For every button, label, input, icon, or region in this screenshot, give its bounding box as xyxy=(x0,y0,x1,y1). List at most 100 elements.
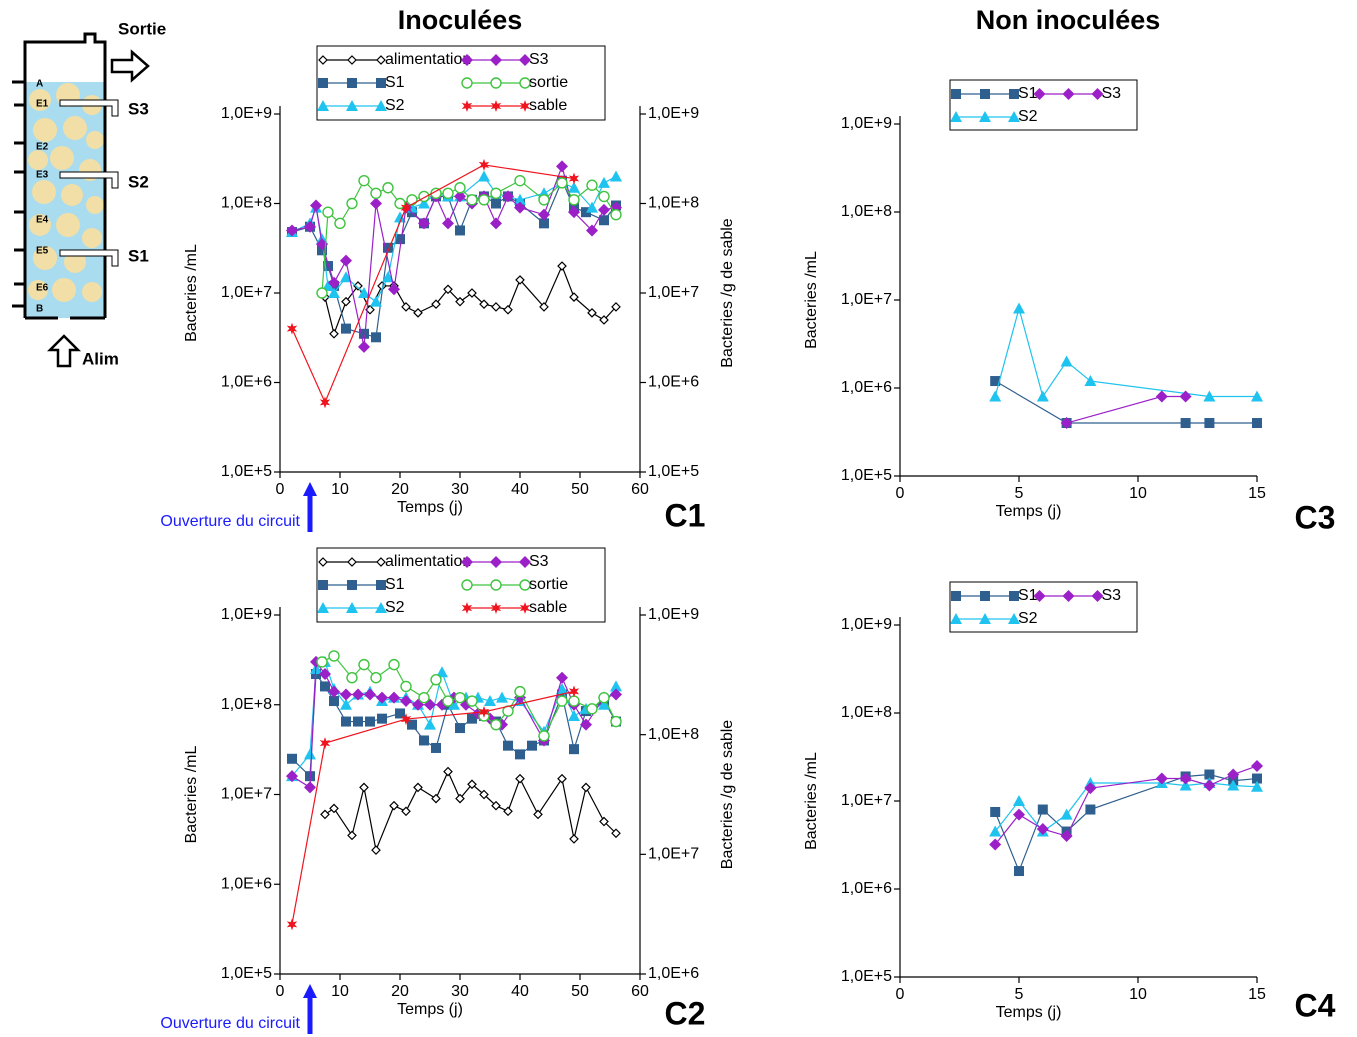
marker xyxy=(424,718,436,730)
marker xyxy=(443,284,453,295)
legend-label: S2 xyxy=(385,97,405,114)
legend-label: S1 xyxy=(385,74,405,91)
marker xyxy=(371,332,381,343)
y2-tick-label: 1,0E+7 xyxy=(648,284,699,301)
marker xyxy=(310,199,322,212)
annotation-text: Ouverture du circuit xyxy=(160,513,300,530)
marker xyxy=(610,170,622,182)
marker xyxy=(341,323,351,334)
legend-marker xyxy=(317,602,329,613)
marker xyxy=(455,793,465,804)
marker xyxy=(353,281,363,291)
legend-label: S2 xyxy=(1018,610,1038,627)
legend-marker xyxy=(951,591,961,601)
series-line xyxy=(994,765,1258,845)
marker xyxy=(490,217,502,230)
marker xyxy=(329,696,339,707)
legend-marker xyxy=(461,77,473,89)
y2-axis-label: Bacteries /g de sable xyxy=(719,720,736,870)
marker xyxy=(466,695,478,707)
marker xyxy=(569,834,579,844)
marker xyxy=(454,691,466,704)
marker xyxy=(341,296,351,307)
marker xyxy=(502,190,514,203)
marker xyxy=(556,695,568,707)
marker xyxy=(1179,779,1192,791)
marker xyxy=(340,271,352,283)
marker xyxy=(568,685,580,698)
legend-label: S1 xyxy=(1018,85,1038,102)
y-tick-label: 1,0E+6 xyxy=(221,374,272,391)
marker xyxy=(556,177,568,189)
marker xyxy=(1060,355,1073,367)
marker xyxy=(1014,866,1024,877)
marker xyxy=(328,650,340,662)
x-tick-label: 15 xyxy=(1248,485,1266,502)
legend-label: S3 xyxy=(1102,85,1122,102)
marker xyxy=(1179,772,1192,785)
x-tick-label: 0 xyxy=(276,983,285,1000)
marker xyxy=(1227,779,1240,791)
marker xyxy=(491,198,501,209)
legend-marker xyxy=(1008,111,1020,122)
marker xyxy=(503,304,513,315)
level-label: E1 xyxy=(36,99,49,110)
marker xyxy=(455,723,465,734)
marker xyxy=(329,328,339,339)
outlet-label: Sortie xyxy=(118,19,166,38)
marker xyxy=(1013,302,1025,314)
y-tick-label: 1,0E+8 xyxy=(221,195,272,212)
marker xyxy=(1037,804,1048,815)
marker xyxy=(413,782,423,793)
marker xyxy=(586,201,598,213)
series-line xyxy=(324,770,617,853)
annotation-arrow xyxy=(303,984,317,1034)
marker xyxy=(515,749,525,760)
x-tick-label: 5 xyxy=(1015,485,1024,502)
x-tick-label: 40 xyxy=(511,983,529,1000)
marker xyxy=(1204,418,1215,429)
marker xyxy=(358,174,370,187)
marker xyxy=(1013,808,1025,821)
legend-marker xyxy=(980,89,990,99)
marker xyxy=(990,376,1001,387)
marker xyxy=(514,193,526,205)
x-tick-label: 30 xyxy=(451,481,469,498)
column-wall xyxy=(23,32,107,318)
marker xyxy=(467,779,477,790)
marker xyxy=(395,708,405,719)
marker xyxy=(328,287,340,298)
marker xyxy=(394,211,406,223)
marker xyxy=(557,261,567,271)
legend-marker xyxy=(347,557,357,567)
marker xyxy=(448,698,460,710)
marker xyxy=(568,206,580,219)
marker xyxy=(400,201,412,214)
marker xyxy=(1060,417,1073,430)
marker xyxy=(1251,390,1263,402)
marker xyxy=(466,194,478,206)
heading: Non inoculées xyxy=(976,5,1161,35)
legend-marker xyxy=(1033,590,1046,602)
legend-marker xyxy=(318,78,328,88)
marker xyxy=(1155,390,1168,403)
marker xyxy=(1060,808,1073,820)
marker xyxy=(304,748,316,760)
y-tick-label: 1,0E+7 xyxy=(841,291,892,308)
y2-tick-label: 1,0E+8 xyxy=(648,195,699,212)
y-tick-label: 1,0E+6 xyxy=(841,379,892,396)
y-tick-label: 1,0E+5 xyxy=(841,968,892,985)
legend-marker xyxy=(519,556,531,568)
legend-label: S3 xyxy=(529,553,549,570)
marker xyxy=(568,194,580,206)
marker xyxy=(455,296,465,307)
marker xyxy=(328,276,340,289)
marker xyxy=(557,773,567,784)
marker xyxy=(527,740,537,751)
port-label: S1 xyxy=(128,246,149,265)
y2-tick-label: 1,0E+6 xyxy=(648,374,699,391)
marker xyxy=(382,182,394,194)
y-tick-label: 1,0E+7 xyxy=(841,792,892,809)
marker xyxy=(352,688,364,701)
marker xyxy=(515,773,525,784)
